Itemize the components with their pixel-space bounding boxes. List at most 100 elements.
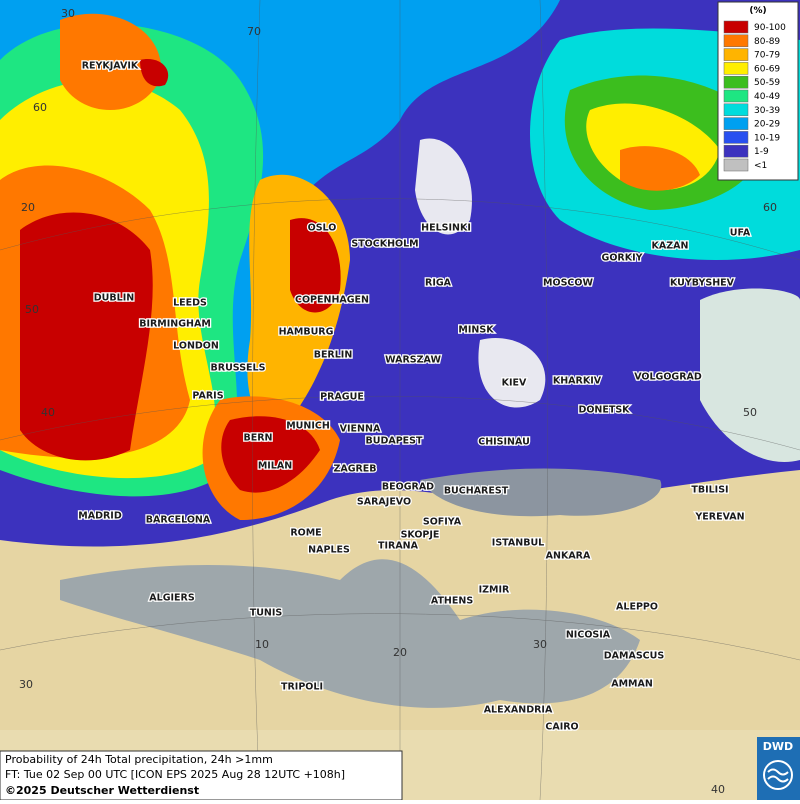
city-label: ALGIERS bbox=[149, 593, 195, 604]
city-label: BARCELONA bbox=[146, 515, 211, 526]
legend-label: 70-79 bbox=[754, 51, 780, 61]
city-label: ATHENS bbox=[431, 596, 473, 607]
legend-swatch bbox=[723, 34, 749, 48]
grid-label: 50 bbox=[743, 406, 757, 419]
grid-label: 20 bbox=[21, 201, 35, 214]
legend-swatch bbox=[723, 117, 749, 130]
legend: (%) 90-100 80-89 70-79 60-69 50-59 40-49 30-39… bbox=[717, 1, 799, 181]
grid-label: 50 bbox=[25, 303, 39, 316]
caption-line: FT: Tue 02 Sep 00 UTC [ICON EPS 2025 Aug… bbox=[5, 768, 345, 781]
legend-label: 1-9 bbox=[754, 147, 769, 157]
city-label: BERN bbox=[244, 433, 273, 444]
city-label: PARIS bbox=[192, 391, 223, 402]
city-label: TRIPOLI bbox=[281, 682, 323, 693]
city-label: KAZAN bbox=[652, 241, 689, 252]
legend-swatch bbox=[723, 131, 749, 144]
legend-swatch bbox=[723, 89, 749, 103]
city-label: MADRID bbox=[78, 511, 122, 522]
grid-label: 30 bbox=[61, 7, 75, 20]
grid-label: 70 bbox=[247, 25, 261, 38]
logo-text: DWD bbox=[763, 740, 793, 753]
legend-swatch bbox=[723, 48, 749, 61]
city-label: DONETSK bbox=[578, 405, 630, 416]
city-label: MINSK bbox=[458, 325, 494, 336]
city-label: RIGA bbox=[425, 278, 452, 289]
city-label: ZAGREB bbox=[333, 464, 376, 475]
legend-label: 20-29 bbox=[754, 120, 780, 130]
city-label: OSLO bbox=[308, 223, 337, 234]
city-label: REYKJAVIK bbox=[82, 61, 139, 72]
city-label: ALEPPO bbox=[616, 602, 658, 613]
city-label: BUDAPEST bbox=[366, 436, 423, 447]
city-label: COPENHAGEN bbox=[295, 295, 369, 306]
copyright: ©2025 Deutscher Wetterdienst bbox=[5, 784, 199, 797]
legend-swatch bbox=[723, 75, 749, 89]
city-label: STOCKHOLM bbox=[351, 239, 418, 250]
city-label: HAMBURG bbox=[279, 327, 334, 338]
legend-title: (%) bbox=[749, 6, 766, 16]
legend-label: 80-89 bbox=[754, 37, 780, 47]
city-label: MOSCOW bbox=[543, 278, 593, 289]
city-label: YEREVAN bbox=[694, 512, 744, 523]
grid-label: 30 bbox=[533, 638, 547, 651]
logo-icon bbox=[763, 760, 793, 790]
labels: 30 70 60 20 50 40 60 50 30 20 30 10 40 REYKJAVIK OSLO S… bbox=[19, 7, 777, 796]
city-label: KUYBYSHEV bbox=[670, 278, 735, 289]
legend-swatch bbox=[723, 158, 749, 172]
city-label: AMMAN bbox=[611, 679, 653, 690]
city-label: ROME bbox=[290, 528, 321, 539]
city-label: SKOPJE bbox=[401, 530, 440, 541]
legend-swatch bbox=[723, 62, 749, 75]
legend-entries: 90-100 80-89 70-79 60-69 50-59 40-49 30-39 20-2… bbox=[723, 20, 786, 172]
legend-label: <1 bbox=[754, 161, 767, 171]
legend-swatch bbox=[723, 103, 749, 117]
city-label: CAIRO bbox=[545, 722, 578, 733]
grid-label: 10 bbox=[255, 638, 269, 651]
city-label: DAMASCUS bbox=[604, 651, 665, 662]
legend-label: 60-69 bbox=[754, 64, 780, 74]
city-label: WARSZAW bbox=[385, 355, 441, 366]
city-label: VOLGOGRAD bbox=[634, 372, 702, 383]
city-label: ANKARA bbox=[546, 551, 591, 562]
legend-label: 90-100 bbox=[754, 23, 786, 33]
caption-line: Probability of 24h Total precipitation, … bbox=[5, 753, 273, 766]
logo: DWD bbox=[757, 737, 800, 800]
city-label: LEEDS bbox=[173, 298, 207, 309]
city-label: BUCHAREST bbox=[444, 486, 509, 497]
legend-label: 10-19 bbox=[754, 133, 780, 143]
city-label: GORKIY bbox=[602, 253, 643, 264]
city-label: KIEV bbox=[502, 378, 527, 389]
grid-label: 20 bbox=[393, 646, 407, 659]
city-label: TBILISI bbox=[691, 485, 728, 496]
grid-label: 40 bbox=[41, 406, 55, 419]
city-label: BEOGRAD bbox=[382, 482, 434, 493]
city-label: PRAGUE bbox=[320, 392, 364, 403]
legend-swatch bbox=[723, 144, 749, 158]
city-label: NICOSIA bbox=[566, 630, 611, 641]
city-label: BRUSSELS bbox=[211, 363, 266, 374]
city-label: MILAN bbox=[258, 461, 292, 472]
city-label: MUNICH bbox=[286, 421, 330, 432]
city-label: IZMIR bbox=[479, 585, 510, 596]
grid-label: 30 bbox=[19, 678, 33, 691]
city-label: VIENNA bbox=[340, 424, 381, 435]
grid-label: 40 bbox=[711, 783, 725, 796]
city-label: CHISINAU bbox=[478, 437, 530, 448]
city-label: BERLIN bbox=[314, 350, 353, 361]
city-label: ISTANBUL bbox=[492, 538, 544, 549]
city-label: TIRANA bbox=[378, 541, 419, 552]
city-label: BIRMINGHAM bbox=[139, 319, 211, 330]
city-label: SOFIYA bbox=[423, 517, 462, 528]
city-label: ALEXANDRIA bbox=[484, 705, 553, 716]
city-label: KHARKIV bbox=[553, 376, 602, 387]
legend-label: 30-39 bbox=[754, 106, 780, 116]
legend-swatch bbox=[723, 20, 749, 34]
city-label: HELSINKI bbox=[421, 223, 471, 234]
legend-label: 50-59 bbox=[754, 78, 780, 88]
city-label: SARAJEVO bbox=[357, 497, 411, 508]
caption: Probability of 24h Total precipitation, … bbox=[0, 750, 403, 801]
city-label: LONDON bbox=[173, 341, 219, 352]
city-label: NAPLES bbox=[308, 545, 350, 556]
